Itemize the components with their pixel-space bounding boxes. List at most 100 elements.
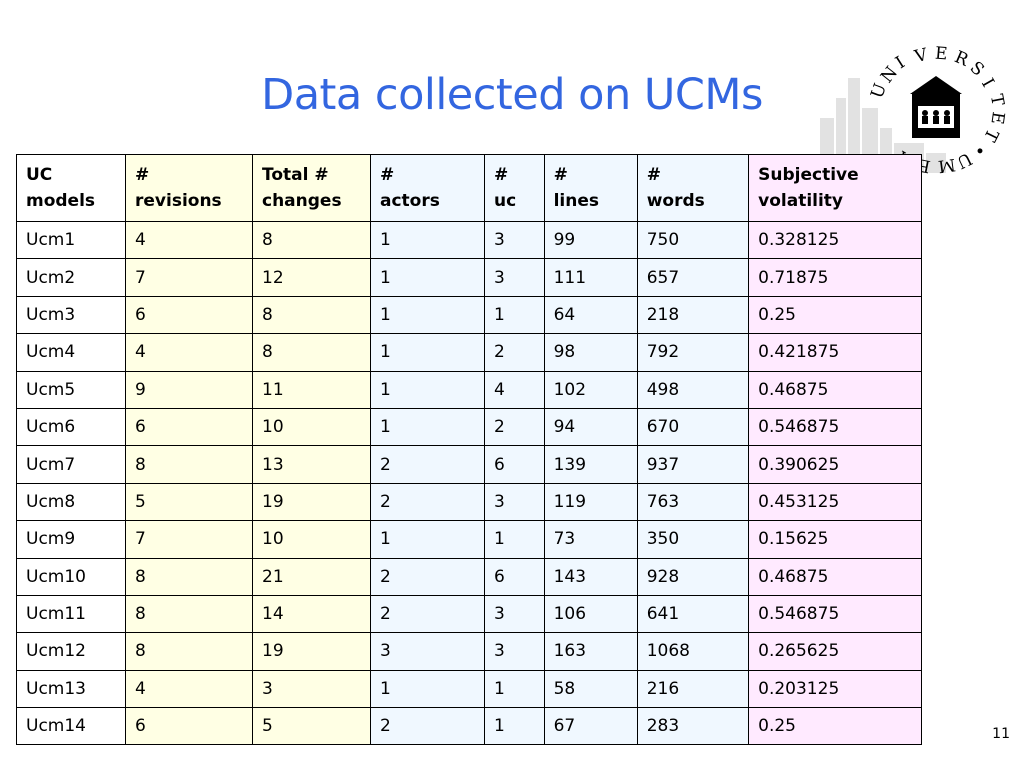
header-line: #	[646, 165, 661, 185]
table-cell-revisions: 9	[125, 370, 253, 409]
table-cell-actors: 1	[369, 370, 486, 409]
table-row: Ucm2 7 12 1 3 111 657 0.71875	[16, 258, 922, 297]
table-cell-total-changes: 21	[252, 557, 371, 596]
table-cell-uc: 3	[484, 594, 545, 634]
table-cell-uc: 6	[484, 557, 545, 596]
seal-letter: U	[953, 148, 976, 173]
table-cell-revisions: 4	[125, 669, 253, 709]
table-cell-lines: 163	[543, 632, 638, 671]
table-cell-words: 350	[636, 520, 750, 559]
table-cell-total-changes: 8	[252, 220, 371, 260]
table-row: Ucm4 4 8 1 2 98 792 0.421875	[16, 333, 922, 372]
table-cell-lines: 64	[543, 295, 638, 335]
table-cell-revisions: 5	[125, 482, 253, 522]
table-cell-revisions: 6	[125, 295, 253, 335]
table-cell-uc-models: Ucm5	[16, 370, 126, 409]
table-cell-revisions: 6	[125, 707, 253, 746]
table-cell-actors: 1	[369, 669, 486, 709]
table-cell-subjective-volatility: 0.265625	[748, 632, 922, 671]
table-cell-words: 792	[636, 333, 750, 372]
table-cell-uc-models: Ucm14	[16, 707, 126, 746]
table-body: Ucm1 4 8 1 3 99 750 0.328125 Ucm2 7 12 1 3 111 657 0.71…	[16, 220, 922, 746]
table-cell-subjective-volatility: 0.25	[748, 295, 922, 335]
table-cell-words: 670	[636, 407, 750, 447]
column-header-uc: # uc	[484, 154, 545, 222]
table-cell-uc-models: Ucm4	[16, 333, 126, 372]
table-row: Ucm7 8 13 2 6 139 937 0.390625	[16, 445, 922, 484]
table-cell-total-changes: 19	[252, 482, 371, 522]
table-cell-words: 763	[636, 482, 750, 522]
table-cell-revisions: 7	[125, 258, 253, 297]
table-cell-actors: 3	[369, 632, 486, 671]
seal-letter: E	[986, 110, 1009, 126]
table-cell-lines: 58	[543, 669, 638, 709]
table-cell-actors: 2	[369, 557, 486, 596]
table-cell-words: 1068	[636, 632, 750, 671]
table-cell-words: 216	[636, 669, 750, 709]
table-cell-revisions: 4	[125, 333, 253, 372]
table-cell-total-changes: 10	[252, 520, 371, 559]
table-cell-words: 657	[636, 258, 750, 297]
table-cell-lines: 73	[543, 520, 638, 559]
table-cell-subjective-volatility: 0.46875	[748, 370, 922, 409]
table-cell-lines: 111	[543, 258, 638, 297]
table-cell-words: 283	[636, 707, 750, 746]
table-cell-uc: 6	[484, 445, 545, 484]
table-cell-total-changes: 13	[252, 445, 371, 484]
table-cell-actors: 1	[369, 520, 486, 559]
column-header-uc-models: UC models	[16, 154, 126, 222]
table-cell-subjective-volatility: 0.421875	[748, 333, 922, 372]
table-cell-uc: 1	[484, 669, 545, 709]
table-cell-subjective-volatility: 0.390625	[748, 445, 922, 484]
table-cell-total-changes: 12	[252, 258, 371, 297]
column-header-words: # words	[636, 154, 750, 222]
table-cell-subjective-volatility: 0.25	[748, 707, 922, 746]
seal-letter: T	[985, 92, 1008, 108]
table-cell-subjective-volatility: 0.546875	[748, 407, 922, 447]
seal-letter: E	[934, 43, 949, 65]
table-cell-actors: 1	[369, 407, 486, 447]
table-cell-subjective-volatility: 0.15625	[748, 520, 922, 559]
seal-letter: T	[979, 125, 1003, 145]
table-cell-total-changes: 8	[252, 295, 371, 335]
table-cell-uc: 2	[484, 333, 545, 372]
table-cell-lines: 67	[543, 707, 638, 746]
table-cell-lines: 106	[543, 594, 638, 634]
table-cell-uc-models: Ucm6	[16, 407, 126, 447]
table-cell-subjective-volatility: 0.203125	[748, 669, 922, 709]
table-cell-total-changes: 3	[252, 669, 371, 709]
header-line: lines	[553, 191, 599, 211]
table-cell-uc-models: Ucm7	[16, 445, 126, 484]
table-cell-actors: 1	[369, 295, 486, 335]
table-cell-uc-models: Ucm11	[16, 594, 126, 634]
table-cell-uc: 1	[484, 295, 545, 335]
table-cell-actors: 2	[369, 482, 486, 522]
table-cell-uc: 3	[484, 220, 545, 260]
table-cell-actors: 2	[369, 445, 486, 484]
table-row: Ucm14 6 5 2 1 67 283 0.25	[16, 707, 922, 746]
table-cell-subjective-volatility: 0.46875	[748, 557, 922, 596]
header-line: models	[26, 191, 96, 211]
header-line: words	[646, 191, 705, 211]
table-row: Ucm10 8 21 2 6 143 928 0.46875	[16, 557, 922, 596]
table-cell-total-changes: 19	[252, 632, 371, 671]
table-cell-revisions: 8	[125, 557, 253, 596]
column-header-subjective-volatility: Subjective volatility	[748, 154, 922, 222]
table-cell-actors: 1	[369, 258, 486, 297]
table-cell-lines: 98	[543, 333, 638, 372]
ucm-data-table: UC models # revisions Total # changes # actors #…	[16, 154, 922, 746]
seal-letter: I	[977, 74, 998, 91]
table-cell-uc: 4	[484, 370, 545, 409]
table-cell-total-changes: 8	[252, 333, 371, 372]
table-cell-revisions: 7	[125, 520, 253, 559]
header-line: uc	[494, 191, 517, 211]
seal-letter: U	[867, 80, 891, 102]
table-cell-uc: 1	[484, 707, 545, 746]
table-row: Ucm13 4 3 1 1 58 216 0.203125	[16, 669, 922, 709]
table-cell-lines: 94	[543, 407, 638, 447]
table-row: Ucm9 7 10 1 1 73 350 0.15625	[16, 520, 922, 559]
table-cell-words: 928	[636, 557, 750, 596]
seal-letter: V	[912, 44, 930, 68]
seal-letter: S	[966, 57, 989, 80]
table-row: Ucm8 5 19 2 3 119 763 0.453125	[16, 482, 922, 522]
